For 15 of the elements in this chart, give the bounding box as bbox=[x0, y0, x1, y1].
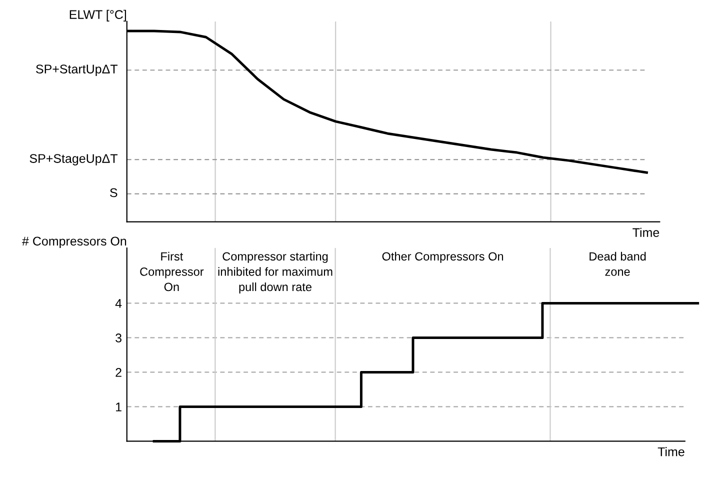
annotation: First Compressor On bbox=[140, 252, 204, 292]
annotation: Compressor starting inhibited for maximum pull down rate bbox=[218, 252, 332, 294]
y-axis-title: # Compressors On bbox=[22, 236, 126, 248]
ref-line-label: SP+StageUpΔT bbox=[30, 154, 118, 166]
ref-line-label: S bbox=[110, 188, 118, 198]
y-tick-label: 1 bbox=[116, 402, 122, 412]
y-tick-label: 3 bbox=[116, 334, 122, 342]
annotation: Other Compressors On bbox=[382, 252, 504, 263]
y-tick-label: 2 bbox=[116, 368, 122, 377]
annotation: Dead band zone bbox=[590, 252, 646, 276]
x-axis-title: Time bbox=[632, 228, 660, 237]
y-axis-title: ELWT [°C] bbox=[70, 10, 126, 22]
y-tick-label: 4 bbox=[115, 299, 122, 308]
x-axis-title: Time bbox=[658, 447, 684, 456]
ref-line-label: SP+StartUpΔT bbox=[36, 64, 118, 76]
